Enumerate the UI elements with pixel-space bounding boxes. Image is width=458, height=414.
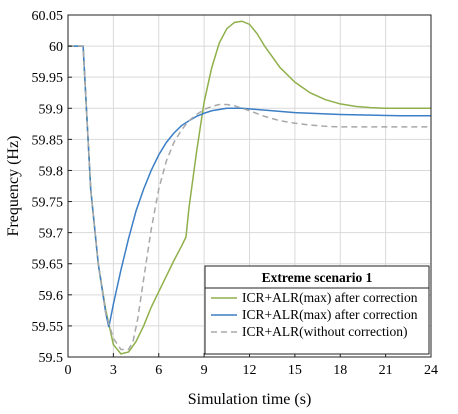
y-tick-label: 59.65 — [32, 258, 64, 273]
x-tick-label: 3 — [110, 363, 117, 378]
series-line-3 — [68, 45, 431, 351]
legend-label-1: ICR+ALR(max) after correction — [242, 290, 418, 305]
y-tick-label: 59.5 — [39, 351, 64, 366]
x-tick-label: 9 — [201, 363, 208, 378]
legend-entries: ICR+ALR(max) after correction ICR+ALR(max… — [211, 290, 418, 339]
legend: Extreme scenario 1 ICR+ALR(max) after co… — [204, 265, 430, 355]
x-tick-label: 24 — [424, 363, 438, 378]
x-tick-label: 12 — [243, 363, 257, 378]
y-tick-label: 59.6 — [39, 289, 64, 304]
x-axis-label: Simulation time (s) — [188, 391, 312, 408]
y-axis-label: Frequency (Hz) — [5, 136, 22, 237]
y-tick-label: 59.55 — [32, 320, 64, 335]
y-tick-label: 60 — [49, 40, 63, 55]
x-tick-label: 0 — [65, 363, 72, 378]
y-tick-label: 59.7 — [39, 227, 64, 242]
x-tick-label: 21 — [379, 363, 393, 378]
x-tick-label: 18 — [333, 363, 347, 378]
y-tick-label: 59.9 — [39, 102, 64, 117]
series-line-1 — [68, 20, 431, 355]
y-tick-label: 59.8 — [39, 164, 64, 179]
x-tick-label: 6 — [155, 363, 162, 378]
y-tick-label: 59.85 — [32, 133, 64, 148]
y-tick-label: 59.95 — [32, 71, 64, 86]
tick-labels: 0 3 6 9 12 15 18 21 24 59.5 59.55 59.6 59.65 59.7 59.7… — [32, 9, 439, 378]
legend-label-2: ICR+ALR(max) after correction — [242, 307, 418, 322]
y-tick-label: 59.75 — [32, 196, 64, 211]
legend-box — [204, 265, 430, 355]
legend-title: Extreme scenario 1 — [262, 270, 373, 285]
legend-label-3: ICR+ALR(without correction) — [242, 324, 407, 339]
y-tick-label: 60.05 — [32, 9, 64, 24]
series-lines — [68, 20, 431, 355]
x-tick-label: 15 — [288, 363, 302, 378]
